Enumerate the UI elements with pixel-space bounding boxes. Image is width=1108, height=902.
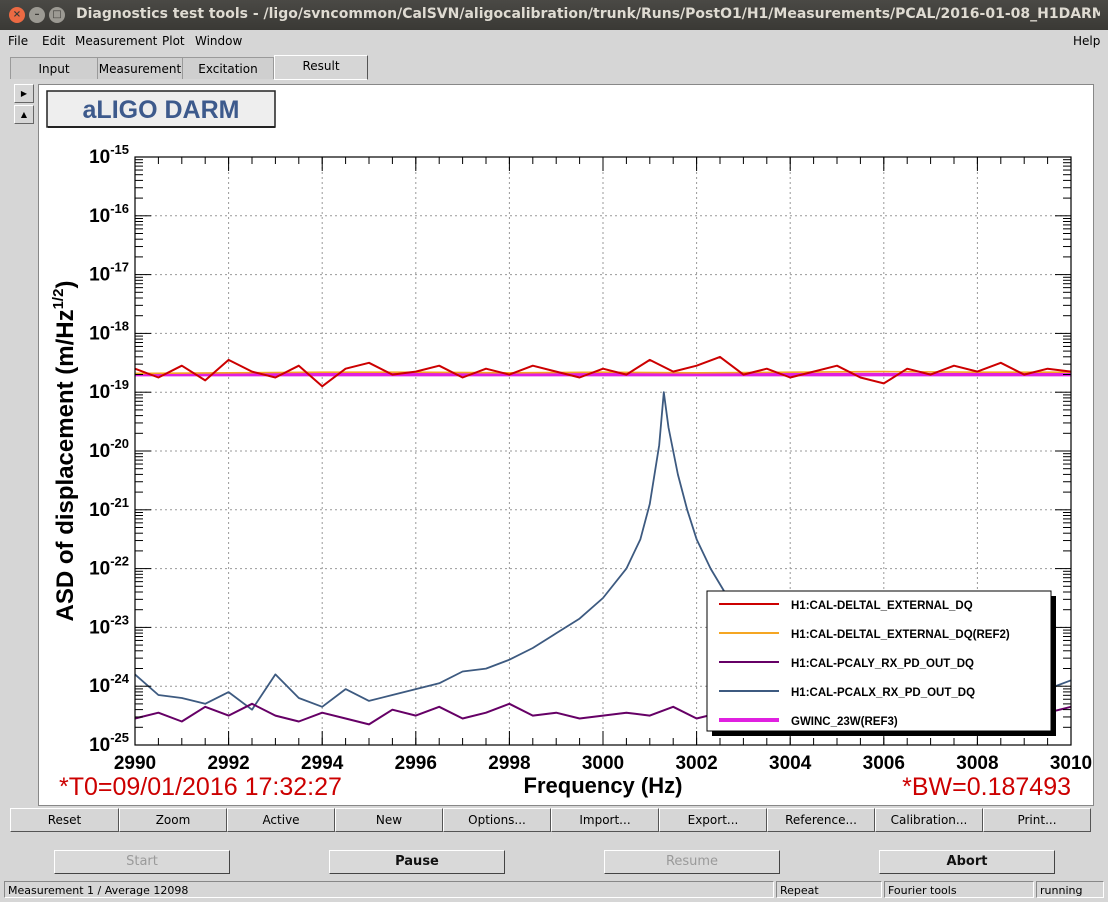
new-button[interactable]: New	[335, 808, 443, 832]
status-state: running	[1036, 881, 1104, 898]
x-tick-label: 2994	[301, 753, 344, 774]
legend-entry: H1:CAL-PCALX_RX_PD_OUT_DQ	[791, 687, 975, 699]
start-button[interactable]: Start	[54, 850, 230, 874]
x-tick-label: 3002	[675, 753, 717, 774]
status-measurement: Measurement 1 / Average 12098	[4, 881, 774, 898]
zoom-button[interactable]: Zoom	[119, 808, 227, 832]
y-tick-label: 10-25	[89, 730, 129, 756]
y-tick-label: 10-18	[89, 318, 129, 344]
y-tick-label: 10-16	[89, 201, 129, 227]
calibration-button[interactable]: Calibration...	[875, 808, 983, 832]
t0-annotation: *T0=09/01/2016 17:32:27	[59, 773, 342, 801]
x-tick-label: 2998	[488, 753, 530, 774]
y-tick-label: 10-24	[89, 671, 130, 697]
y-tick-label: 10-22	[89, 554, 129, 580]
x-tick-label: 3000	[582, 753, 624, 774]
x-tick-label: 2992	[207, 753, 249, 774]
tab-result[interactable]: Result	[274, 55, 368, 80]
menu-window[interactable]: Window	[195, 34, 243, 48]
x-axis-label: Frequency (Hz)	[524, 773, 683, 798]
x-tick-label: 2990	[114, 753, 156, 774]
window-title: Diagnostics test tools - /ligo/svncommon…	[76, 6, 1100, 22]
y-tick-label: 10-23	[89, 612, 129, 638]
abort-button[interactable]: Abort	[879, 850, 1055, 874]
menu-file[interactable]: File	[8, 34, 29, 48]
y-tick-label: 10-17	[89, 260, 129, 286]
collapse-arrow-button[interactable]: ▲	[14, 105, 34, 124]
maximize-icon[interactable]: □	[49, 7, 65, 23]
triangle-right-icon: ▶	[20, 89, 28, 98]
resume-button[interactable]: Resume	[604, 850, 780, 874]
x-tick-label: 3010	[1050, 753, 1092, 774]
tab-excitation[interactable]: Excitation	[182, 57, 274, 79]
tab-measurement[interactable]: Measurement	[97, 57, 183, 79]
menu-plot[interactable]: Plot	[162, 34, 185, 48]
status-bar: Measurement 1 / Average 12098 Repeat Fou…	[0, 879, 1108, 902]
legend-entry: GWINC_23W(REF3)	[791, 716, 898, 728]
import-button[interactable]: Import...	[551, 808, 659, 832]
y-axis-label: ASD of displacement (m/Hz1/2)	[50, 281, 79, 622]
active-button[interactable]: Active	[227, 808, 335, 832]
menu-edit[interactable]: Edit	[42, 34, 66, 48]
reference-button[interactable]: Reference...	[767, 808, 875, 832]
triangle-up-icon: ▲	[20, 110, 28, 119]
close-icon[interactable]: ×	[9, 7, 25, 23]
y-tick-label: 10-15	[89, 142, 129, 168]
pause-button[interactable]: Pause	[329, 850, 505, 874]
tab-input[interactable]: Input	[10, 57, 98, 79]
plot-canvas[interactable]: aLIGO DARM 10-15 10-16 10-17 10-18 10-19 10-2…	[38, 84, 1094, 806]
legend-entry: H1:CAL-PCALY_RX_PD_OUT_DQ	[791, 658, 974, 670]
x-tick-label: 2996	[395, 753, 437, 774]
menu-measurement[interactable]: Measurement	[75, 34, 158, 48]
status-fourier: Fourier tools	[884, 881, 1034, 898]
reset-button[interactable]: Reset	[10, 808, 119, 832]
series-line-0	[134, 355, 1072, 388]
minimize-icon[interactable]: –	[29, 7, 45, 23]
legend-entry: H1:CAL-DELTAL_EXTERNAL_DQ(REF2)	[791, 629, 1010, 641]
bw-annotation: *BW=0.187493	[902, 773, 1071, 801]
options-button[interactable]: Options...	[443, 808, 551, 832]
y-tick-label: 10-19	[89, 377, 129, 403]
menu-bar: File Edit Measurement Plot Window Help	[0, 30, 1108, 52]
plot-legend: H1:CAL-DELTAL_EXTERNAL_DQ H1:CAL-DELTAL_E…	[706, 590, 1056, 736]
x-tick-label: 3006	[863, 753, 905, 774]
status-repeat: Repeat	[776, 881, 882, 898]
legend-entry: H1:CAL-DELTAL_EXTERNAL_DQ	[791, 600, 973, 612]
series-line-1	[134, 370, 1071, 375]
expand-arrow-button[interactable]: ▶	[14, 84, 34, 103]
y-tick-label: 10-20	[89, 436, 129, 462]
window-titlebar: × – □ Diagnostics test tools - /ligo/svn…	[0, 0, 1108, 30]
x-tick-label: 3004	[769, 753, 812, 774]
menu-help[interactable]: Help	[1073, 34, 1101, 48]
export-button[interactable]: Export...	[659, 808, 767, 832]
plot-title: aLIGO DARM	[83, 96, 240, 124]
y-tick-label: 10-21	[89, 495, 129, 521]
print-button[interactable]: Print...	[983, 808, 1091, 832]
asd-plot[interactable]: aLIGO DARM 10-15 10-16 10-17 10-18 10-19 10-2…	[39, 85, 1093, 805]
x-tick-label: 3008	[956, 753, 998, 774]
